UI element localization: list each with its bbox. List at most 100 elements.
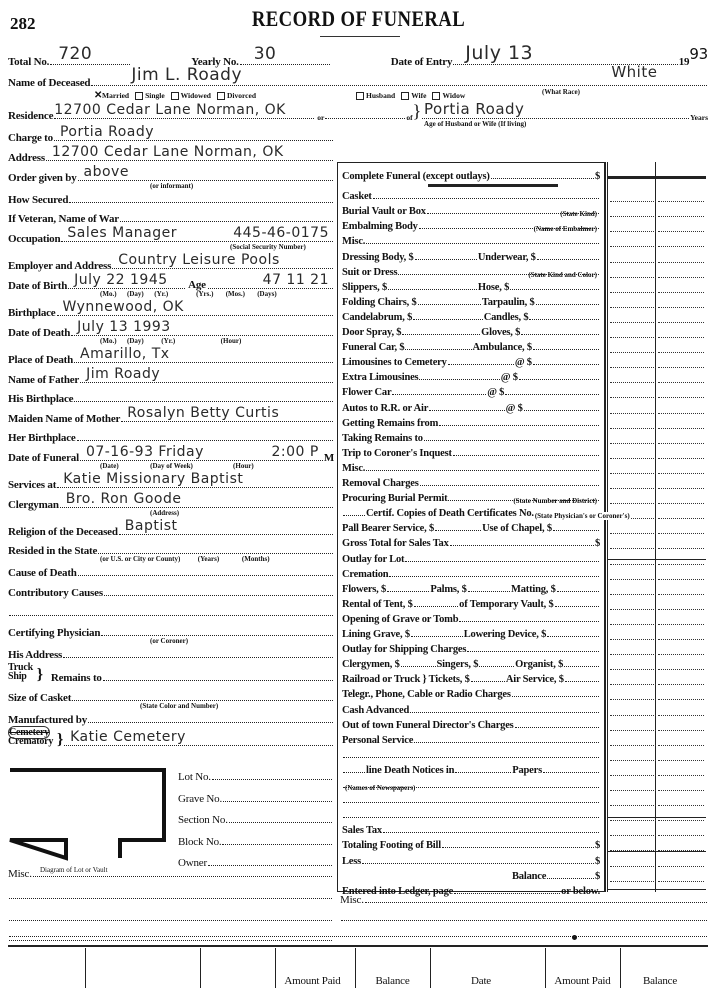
amount-cell[interactable] [658, 820, 704, 837]
lot-field-input[interactable] [223, 790, 332, 802]
charge-input[interactable] [447, 355, 514, 366]
amount-cell[interactable] [610, 775, 656, 791]
charge-input[interactable] [417, 295, 481, 305]
charge-input[interactable]: (State Kind) [426, 204, 599, 218]
charge-input[interactable] [410, 627, 463, 637]
charge-input[interactable] [542, 763, 599, 773]
charge-input[interactable] [389, 567, 599, 577]
amount-cell[interactable] [610, 866, 656, 882]
field-input[interactable]: Bro. Ron Goode [59, 491, 333, 508]
field-input[interactable]: Portia Roady [53, 124, 333, 141]
amount-cell[interactable] [610, 820, 656, 837]
amount-cell[interactable] [610, 307, 656, 323]
amount-cell[interactable] [610, 186, 656, 203]
amount-cell[interactable] [610, 760, 656, 776]
amount-cell[interactable] [658, 700, 704, 716]
amount-cell[interactable] [610, 458, 656, 474]
charge-input[interactable] [429, 401, 505, 411]
amount-cell[interactable] [610, 533, 656, 550]
amount-cell[interactable] [658, 579, 704, 595]
amount-cell[interactable] [658, 609, 704, 625]
amount-cell[interactable] [658, 715, 704, 731]
amount-cell[interactable] [610, 247, 656, 263]
amount-cell[interactable] [658, 201, 704, 218]
residence-field[interactable]: 12700 Cedar Lane Norman, OK [54, 102, 315, 119]
checkbox-widow[interactable] [432, 92, 441, 101]
amount-cell[interactable] [610, 231, 656, 248]
misc-right-field[interactable] [364, 891, 707, 903]
amount-cell[interactable] [610, 851, 656, 867]
lot-field-input[interactable] [207, 854, 332, 866]
charge-input[interactable] [372, 189, 599, 200]
amount-cell[interactable] [658, 775, 704, 791]
amount-cell[interactable] [658, 352, 704, 369]
amount-cell[interactable] [658, 262, 704, 278]
amount-cell[interactable] [610, 715, 656, 731]
charge-input[interactable] [413, 597, 459, 607]
charge-input[interactable] [556, 582, 600, 592]
amount-cell[interactable] [610, 745, 656, 761]
charge-input[interactable] [423, 431, 599, 441]
checkbox-wife[interactable] [401, 92, 410, 101]
misc-left-line[interactable] [9, 909, 332, 921]
field-input[interactable]: Country Leisure Pools [112, 252, 333, 269]
field-input[interactable] [9, 604, 333, 616]
misc-left-line[interactable] [9, 887, 332, 899]
amount-cell[interactable] [658, 624, 704, 640]
amount-cell[interactable] [610, 443, 656, 459]
charge-input[interactable] [490, 169, 594, 179]
amount-cell[interactable] [658, 594, 704, 610]
misc-left-field[interactable] [32, 865, 332, 877]
charge-input[interactable] [547, 627, 599, 637]
field-input[interactable]: Wynnewood, OK [56, 299, 333, 316]
amount-cell[interactable] [658, 684, 704, 701]
amount-cell[interactable] [658, 428, 704, 444]
field-input[interactable] [77, 564, 333, 576]
amount-cell[interactable] [610, 790, 656, 807]
charge-input[interactable] [449, 536, 594, 547]
charge-input[interactable] [388, 280, 477, 290]
amount-cell[interactable] [610, 549, 656, 565]
charge-input[interactable]: (State Kind and Color) [398, 265, 599, 279]
charge-input[interactable] [382, 823, 599, 834]
amount-cell[interactable] [610, 352, 656, 369]
charge-input[interactable] [532, 355, 599, 366]
amount-cell[interactable] [658, 307, 704, 323]
amount-cell[interactable] [610, 337, 656, 354]
field-input[interactable]: Jim Roady [80, 366, 333, 383]
charge-input[interactable] [479, 657, 515, 668]
amount-cell[interactable] [658, 443, 704, 459]
amount-cell[interactable] [658, 247, 704, 263]
spouse-age-field[interactable]: Portia Roady Age of Husband or Wife (If … [422, 100, 690, 128]
charge-input[interactable] [410, 703, 599, 713]
amount-cell[interactable] [658, 186, 704, 203]
checkbox-married[interactable]: ✕ [94, 90, 103, 102]
charge-input[interactable]: (State Physician's or Coroner's) [534, 506, 630, 521]
amount-cell[interactable] [610, 654, 656, 671]
amount-cell[interactable] [610, 594, 656, 610]
amount-cell[interactable] [610, 262, 656, 278]
charge-input[interactable] [547, 869, 594, 879]
amount-cell[interactable] [658, 866, 704, 882]
amount-cell[interactable] [658, 564, 704, 580]
field-input[interactable] [102, 669, 333, 681]
charge-input[interactable] [467, 582, 511, 592]
amount-cell[interactable] [658, 669, 704, 686]
amount-cell[interactable] [610, 624, 656, 640]
amount-cell[interactable] [658, 473, 704, 489]
charge-input[interactable] [511, 687, 599, 698]
charge-input[interactable] [467, 642, 599, 653]
field-input[interactable]: Baptist [118, 518, 333, 535]
field-input[interactable] [76, 429, 333, 441]
amount-cell[interactable] [610, 700, 656, 716]
charge-input[interactable]: (State Number and District) [448, 491, 599, 505]
amount-cell[interactable] [658, 382, 704, 399]
charge-input[interactable] [441, 838, 594, 849]
charge-input[interactable] [514, 718, 599, 728]
amount-cell[interactable] [658, 805, 704, 822]
amount-cell[interactable] [610, 473, 656, 489]
yearly-no-field[interactable]: 30 [239, 44, 330, 65]
field-input[interactable] [98, 542, 333, 554]
amount-cell[interactable] [658, 322, 704, 338]
amount-cell[interactable] [610, 564, 656, 580]
